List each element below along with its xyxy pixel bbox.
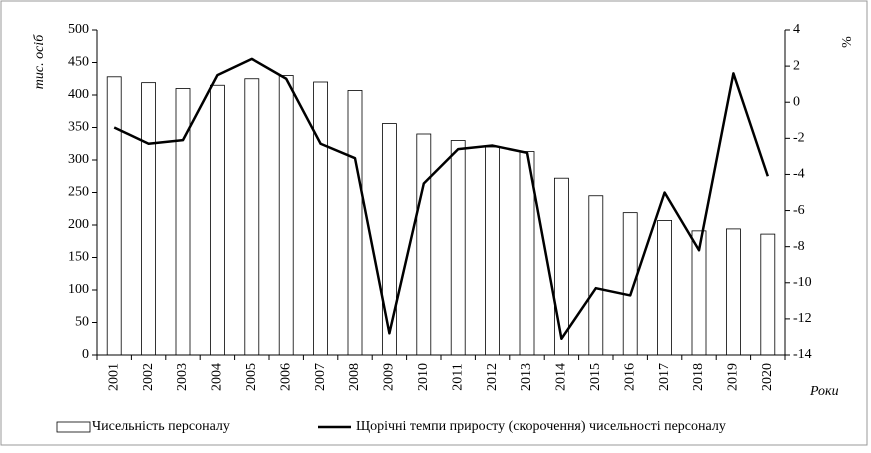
- x-tick-label: 2016: [622, 363, 637, 391]
- y-tick-label: 150: [68, 250, 89, 265]
- line: [113, 57, 769, 340]
- y2-tick-label: 4: [793, 22, 800, 37]
- x-tick-label: 2004: [210, 363, 225, 391]
- y-axis-label: тис. осіб: [32, 34, 47, 89]
- y2-tick-label: -12: [793, 311, 812, 326]
- bar: [106, 76, 122, 356]
- bar: [450, 140, 466, 356]
- bar: [141, 82, 157, 356]
- y2-tick-label: 2: [793, 58, 800, 73]
- x-tick-label: 2017: [657, 363, 672, 391]
- bar: [588, 195, 604, 356]
- x-axis-label: Роки: [809, 384, 839, 399]
- legend-swatch: [56, 421, 91, 433]
- bar: [657, 220, 672, 356]
- bar: [381, 123, 397, 356]
- y-tick-label: 350: [68, 120, 89, 135]
- y2-tick-label: -4: [793, 167, 805, 182]
- y2-axis-label: %: [840, 36, 855, 48]
- y-tick-label: 500: [68, 22, 89, 37]
- x-tick-label: 2015: [588, 363, 603, 391]
- bar: [278, 75, 294, 356]
- x-tick-label: 2002: [141, 363, 156, 391]
- x-tick-label: 2012: [485, 363, 500, 391]
- bar: [416, 133, 432, 356]
- bar: [554, 177, 569, 356]
- y2-tick-label: -6: [793, 203, 805, 218]
- bar: [485, 146, 501, 356]
- y-tick-label: 0: [82, 347, 89, 362]
- x-tick-label: 2007: [313, 363, 328, 391]
- x-tick-label: 2001: [106, 363, 121, 391]
- x-tick-label: 2006: [278, 363, 293, 391]
- legend-label: Чисельність персоналу: [92, 419, 230, 434]
- x-tick-label: 2009: [382, 363, 397, 391]
- x-tick-label: 2020: [760, 363, 775, 391]
- bar: [760, 233, 776, 356]
- x-tick-label: 2014: [554, 363, 569, 391]
- x-tick-label: 2005: [244, 363, 259, 391]
- y2-tick-label: -14: [793, 347, 812, 362]
- x-tick-label: 2011: [450, 363, 465, 390]
- y2-tick-label: -8: [793, 239, 805, 254]
- x-tick-label: 2003: [175, 363, 190, 391]
- x-tick-label: 2019: [726, 363, 741, 391]
- x-tick-label: 2018: [691, 363, 706, 391]
- y-tick-label: 200: [68, 217, 89, 232]
- x-tick-label: 2013: [519, 363, 534, 391]
- x-tick-label: 2010: [416, 363, 431, 391]
- x-tick-label: 2008: [347, 363, 362, 391]
- y-tick-label: 250: [68, 185, 89, 200]
- y-tick-label: 450: [68, 55, 89, 70]
- bar: [313, 81, 329, 356]
- legend-label: Щорічні темпи приросту (скорочення) чисе…: [356, 419, 726, 434]
- bar: [726, 228, 741, 356]
- y-tick-label: 400: [68, 87, 89, 102]
- bar: [209, 84, 225, 356]
- y-tick-label: 50: [75, 315, 89, 330]
- bar: [244, 78, 260, 356]
- y2-tick-label: -2: [793, 131, 805, 146]
- bar: [347, 90, 363, 356]
- y-tick-label: 300: [68, 152, 89, 167]
- y2-tick-label: -10: [793, 275, 812, 290]
- y2-tick-label: 0: [793, 94, 800, 109]
- y-tick-label: 100: [68, 282, 89, 297]
